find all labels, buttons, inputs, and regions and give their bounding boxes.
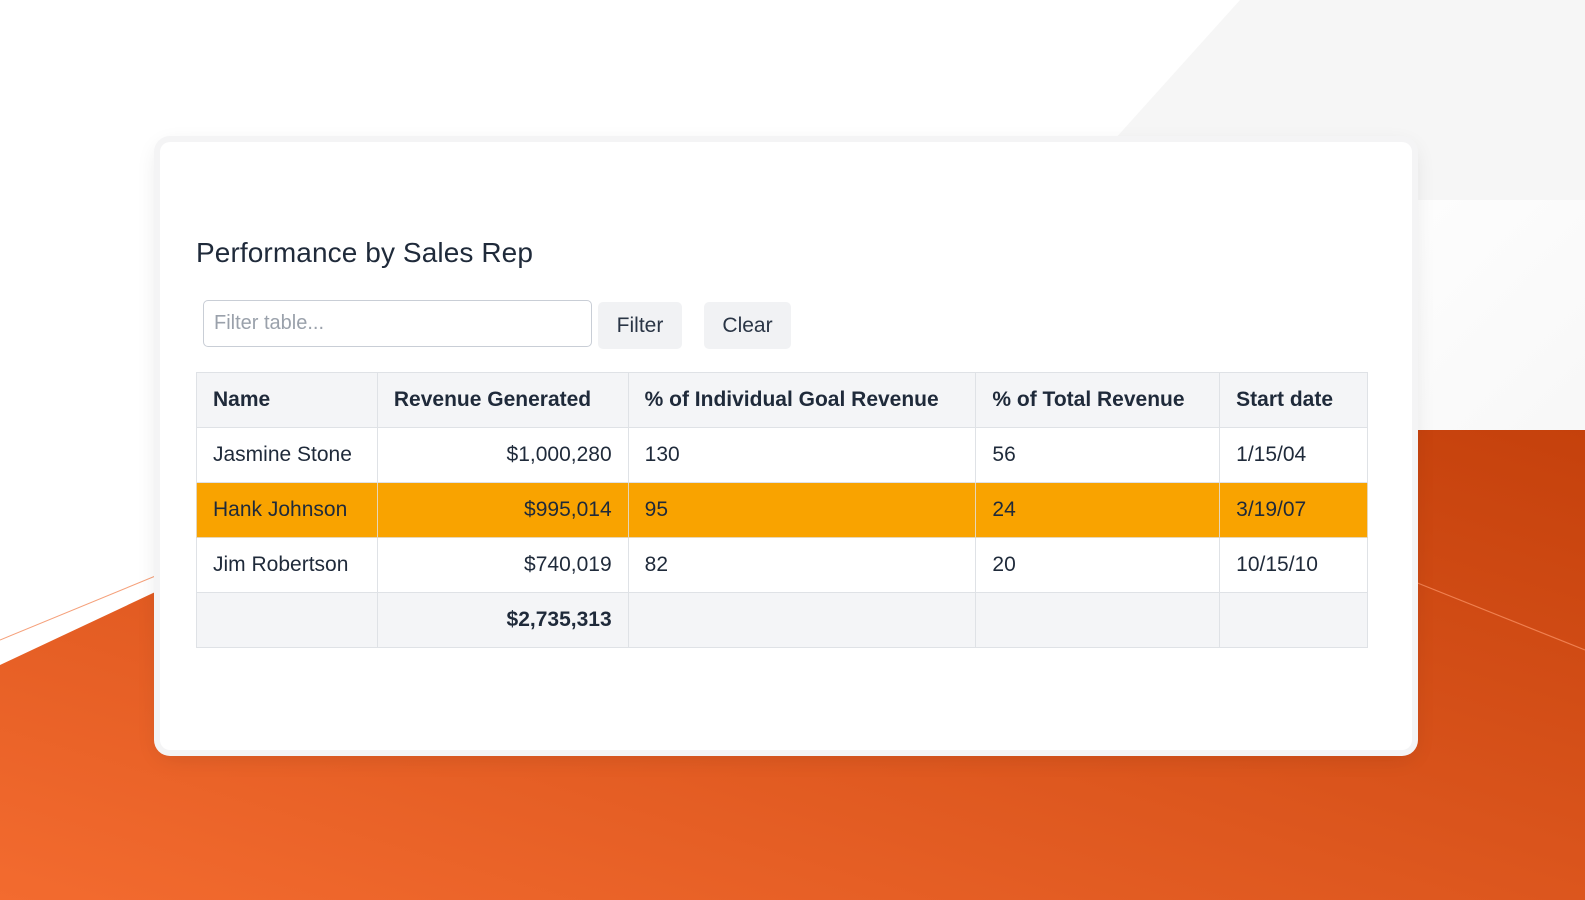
performance-table: Name Revenue Generated % of Individual G… bbox=[196, 372, 1368, 648]
cell-goal-pct: 82 bbox=[627, 537, 977, 593]
column-header-total-pct[interactable]: % of Total Revenue bbox=[975, 372, 1221, 428]
filter-button[interactable]: Filter bbox=[598, 302, 682, 349]
column-header-goal-pct[interactable]: % of Individual Goal Revenue bbox=[627, 372, 977, 428]
cell-total-pct: 24 bbox=[975, 482, 1221, 538]
performance-panel: Performance by Sales Rep Filter Clear Na… bbox=[160, 142, 1412, 750]
cell-name: Jim Robertson bbox=[196, 537, 378, 593]
cell-start-date: 3/19/07 bbox=[1219, 482, 1368, 538]
table-total-row: $2,735,313 bbox=[196, 592, 1368, 648]
cell-total-empty bbox=[627, 592, 977, 648]
cell-goal-pct: 130 bbox=[627, 427, 977, 483]
cell-start-date: 10/15/10 bbox=[1219, 537, 1368, 593]
table-row[interactable]: Jasmine Stone $1,000,280 130 56 1/15/04 bbox=[196, 427, 1368, 483]
cell-goal-pct: 95 bbox=[627, 482, 977, 538]
clear-button[interactable]: Clear bbox=[704, 302, 791, 349]
cell-revenue: $740,019 bbox=[376, 537, 629, 593]
accent-line-right bbox=[1409, 579, 1585, 651]
cell-total-empty bbox=[196, 592, 378, 648]
cell-name: Hank Johnson bbox=[196, 482, 378, 538]
cell-total-pct: 20 bbox=[975, 537, 1221, 593]
cell-start-date: 1/15/04 bbox=[1219, 427, 1368, 483]
panel-title: Performance by Sales Rep bbox=[196, 237, 534, 268]
cell-total-revenue: $2,735,313 bbox=[376, 592, 629, 648]
table-header-row: Name Revenue Generated % of Individual G… bbox=[196, 372, 1368, 428]
column-header-revenue[interactable]: Revenue Generated bbox=[376, 372, 629, 428]
cell-total-empty bbox=[975, 592, 1221, 648]
cell-revenue: $995,014 bbox=[376, 482, 629, 538]
column-header-start-date[interactable]: Start date bbox=[1219, 372, 1368, 428]
cell-total-empty bbox=[1219, 592, 1368, 648]
accent-line-left bbox=[0, 569, 171, 641]
cell-name: Jasmine Stone bbox=[196, 427, 378, 483]
column-header-name[interactable]: Name bbox=[196, 372, 378, 428]
table-row-highlighted[interactable]: Hank Johnson $995,014 95 24 3/19/07 bbox=[196, 482, 1368, 538]
filter-input[interactable] bbox=[203, 300, 592, 347]
cell-total-pct: 56 bbox=[975, 427, 1221, 483]
table-row[interactable]: Jim Robertson $740,019 82 20 10/15/10 bbox=[196, 537, 1368, 593]
cell-revenue: $1,000,280 bbox=[376, 427, 629, 483]
